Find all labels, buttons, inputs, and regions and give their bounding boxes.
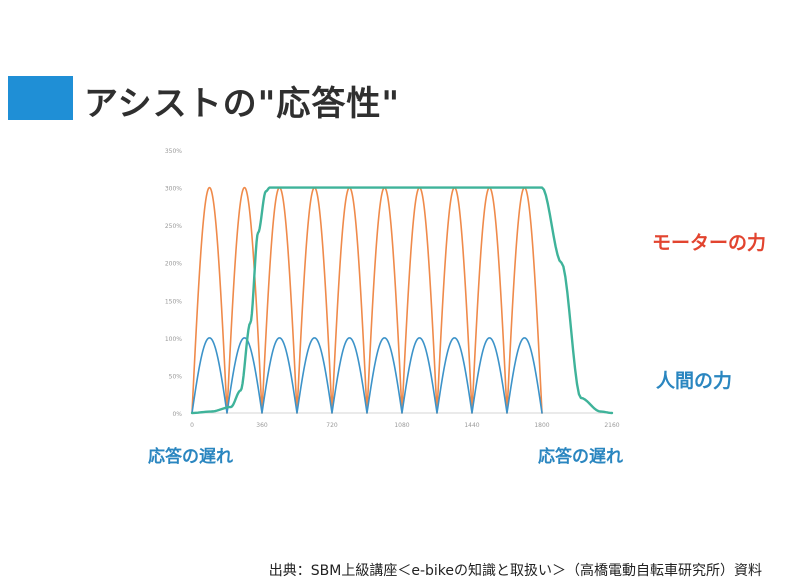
title-accent-block xyxy=(8,76,73,120)
series-line-0 xyxy=(191,186,543,414)
y-tick-label: 350% xyxy=(165,148,182,155)
y-tick-label: 100% xyxy=(165,336,182,343)
response-delay-label-left: 応答の遅れ xyxy=(148,447,233,467)
y-tick-label: 50% xyxy=(169,373,183,380)
series-line-1 xyxy=(191,337,543,414)
x-tick-label: 2160 xyxy=(604,422,619,429)
x-tick-label: 0 xyxy=(190,422,194,429)
source-citation: 出典：SBM上級講座＜e-bikeの知識と取扱い＞（高橋電動自転車研究所）資料 xyxy=(268,563,762,579)
y-tick-label: 0% xyxy=(172,411,182,418)
x-tick-label: 1800 xyxy=(534,422,549,429)
x-tick-label: 1440 xyxy=(464,422,479,429)
series-line-2 xyxy=(190,186,614,415)
y-tick-label: 200% xyxy=(165,261,182,268)
human-force-label: 人間の力 xyxy=(656,370,733,392)
x-tick-label: 360 xyxy=(256,422,268,429)
y-tick-label: 300% xyxy=(165,186,182,193)
y-tick-label: 250% xyxy=(165,223,182,230)
motor-force-label: モーターの力 xyxy=(652,232,767,254)
response-delay-label-right: 応答の遅れ xyxy=(538,447,623,467)
x-tick-label: 720 xyxy=(326,422,338,429)
page-title: アシストの"応答性" xyxy=(84,84,401,124)
x-tick-label: 1080 xyxy=(394,422,409,429)
y-tick-label: 150% xyxy=(165,298,182,305)
